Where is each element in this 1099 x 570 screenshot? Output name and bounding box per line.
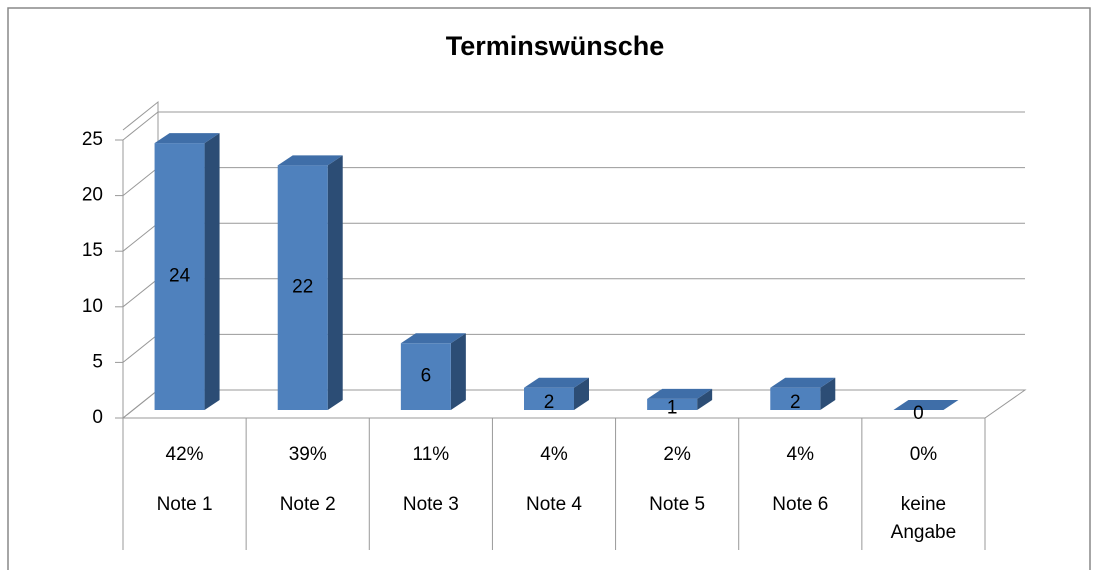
percent-label: 2%: [663, 444, 691, 465]
data-label: 2: [790, 392, 801, 413]
bar-top: [154, 133, 220, 144]
y-tick-label: 5: [92, 351, 103, 372]
x-tick-label: Note 2: [279, 494, 336, 515]
bar-top: [893, 400, 959, 410]
bar: [524, 387, 574, 410]
y-tick-label: 10: [82, 296, 103, 317]
percent-label: 11%: [412, 444, 450, 465]
data-label: 1: [667, 397, 678, 418]
percent-label: 39%: [288, 444, 327, 465]
percent-label: 4%: [786, 444, 815, 465]
bar: [770, 387, 821, 410]
data-label: 6: [421, 366, 432, 387]
data-label: 2: [544, 392, 555, 413]
percent-label: 4%: [540, 444, 568, 465]
bar-top: [647, 388, 713, 399]
bar-side: [327, 155, 343, 410]
x-tick-label: Note 6: [772, 494, 829, 515]
percent-label: 42%: [165, 444, 204, 465]
bar-side: [450, 333, 466, 410]
x-tick-label: Note 5: [649, 494, 706, 515]
x-tick-label: Note 3: [402, 494, 459, 515]
grid-line: [122, 111, 1025, 141]
data-label: 22: [292, 277, 313, 298]
bar-top: [770, 377, 836, 388]
chart-title: Terminswünsche: [446, 31, 665, 61]
bar-side: [574, 377, 589, 410]
bar-top: [524, 377, 589, 388]
bar-side: [820, 377, 836, 410]
bar: [277, 165, 328, 410]
bar: [647, 398, 698, 410]
y-tick-label: 0: [92, 407, 103, 428]
x-tick-label: Note 4: [526, 494, 582, 515]
data-label: 0: [913, 403, 924, 424]
bar-top: [400, 333, 466, 344]
bar: [400, 343, 451, 410]
bar-side: [697, 388, 713, 410]
percent-label: 0%: [909, 444, 938, 465]
x-tick-label: Note 1: [156, 494, 213, 515]
y-tick-label: 25: [82, 129, 103, 150]
bar-side: [204, 133, 220, 410]
data-label: 24: [169, 266, 191, 287]
y-tick-label: 20: [82, 185, 103, 206]
y-tick-label: 15: [82, 240, 103, 261]
bar-top: [277, 155, 343, 166]
x-tick-label: keine Angabe: [890, 494, 957, 543]
bar: [154, 143, 205, 410]
